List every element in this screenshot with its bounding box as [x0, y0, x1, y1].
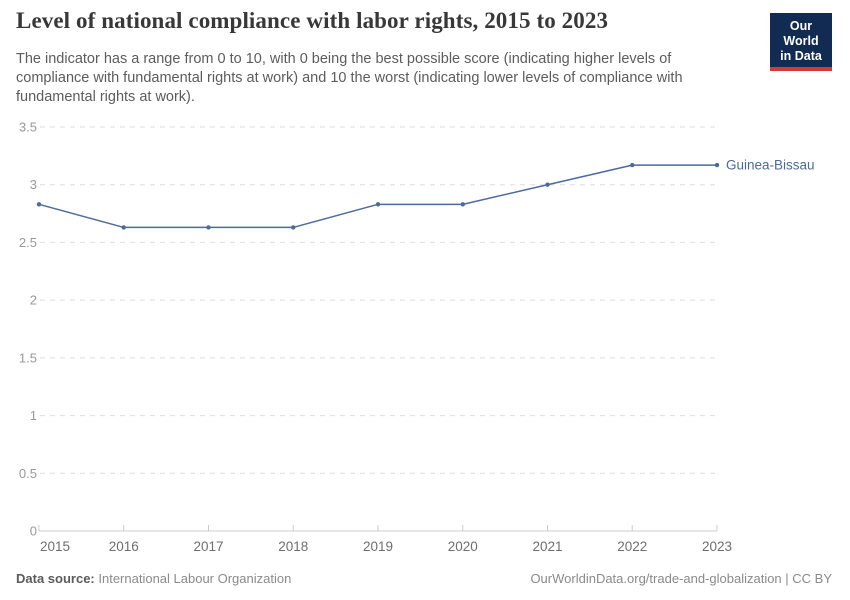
y-tick-label: 0.5 — [19, 466, 37, 481]
y-tick-label: 2.5 — [19, 235, 37, 250]
owid-logo-line2: in Data — [780, 48, 822, 63]
x-tick-label: 2023 — [702, 539, 732, 554]
data-line — [38, 164, 717, 229]
y-tick-label: 3.5 — [19, 119, 37, 134]
owid-logo[interactable]: Our World in Data — [770, 13, 832, 72]
y-tick-label: 1 — [30, 408, 37, 423]
x-tick-label: 2016 — [109, 539, 139, 554]
x-tick-label: 2020 — [448, 539, 478, 554]
data-point — [291, 225, 296, 230]
x-tick-label: 2018 — [278, 539, 308, 554]
y-tick-label: 1.5 — [19, 350, 37, 365]
data-point — [714, 162, 720, 168]
data-point — [460, 202, 465, 207]
owid-logo-line1: Our World — [783, 19, 819, 48]
data-source-label: Data source: — [16, 571, 95, 586]
data-point — [121, 225, 126, 230]
data-source-value: International Labour Organization — [94, 571, 292, 586]
data-point — [375, 202, 381, 207]
x-tick-label: 2017 — [193, 539, 223, 554]
data-point — [36, 202, 42, 207]
chart-title: Level of national compliance with labor … — [16, 8, 609, 33]
credit-link[interactable]: OurWorldinData.org/trade-and-globalizati… — [530, 571, 832, 586]
series-label: Guinea-Bissau — [726, 158, 815, 173]
x-tick-label: 2015 — [40, 539, 70, 554]
x-tick-label: 2022 — [617, 539, 647, 554]
y-tick-label: 0 — [30, 524, 37, 539]
y-tick-label: 3 — [30, 177, 37, 192]
data-point — [630, 162, 635, 168]
y-tick-label: 2 — [30, 293, 37, 308]
x-tick-label: 2019 — [363, 539, 393, 554]
x-tick-label: 2021 — [532, 539, 562, 554]
data-point — [545, 182, 550, 187]
data-source: Data source: International Labour Organi… — [16, 571, 291, 586]
chart-subtitle: The indicator has a range from 0 to 10, … — [16, 51, 683, 105]
data-point — [206, 225, 211, 230]
